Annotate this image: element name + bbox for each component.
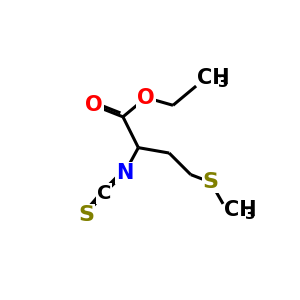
Text: S: S (203, 172, 219, 192)
Text: N: N (116, 163, 133, 183)
Text: CH: CH (197, 68, 230, 88)
Text: CH: CH (224, 200, 256, 220)
Text: 3: 3 (218, 76, 228, 91)
Text: O: O (137, 88, 155, 108)
Text: C: C (97, 184, 111, 203)
Text: O: O (85, 95, 103, 115)
Text: S: S (78, 205, 94, 225)
Text: 3: 3 (245, 207, 255, 222)
